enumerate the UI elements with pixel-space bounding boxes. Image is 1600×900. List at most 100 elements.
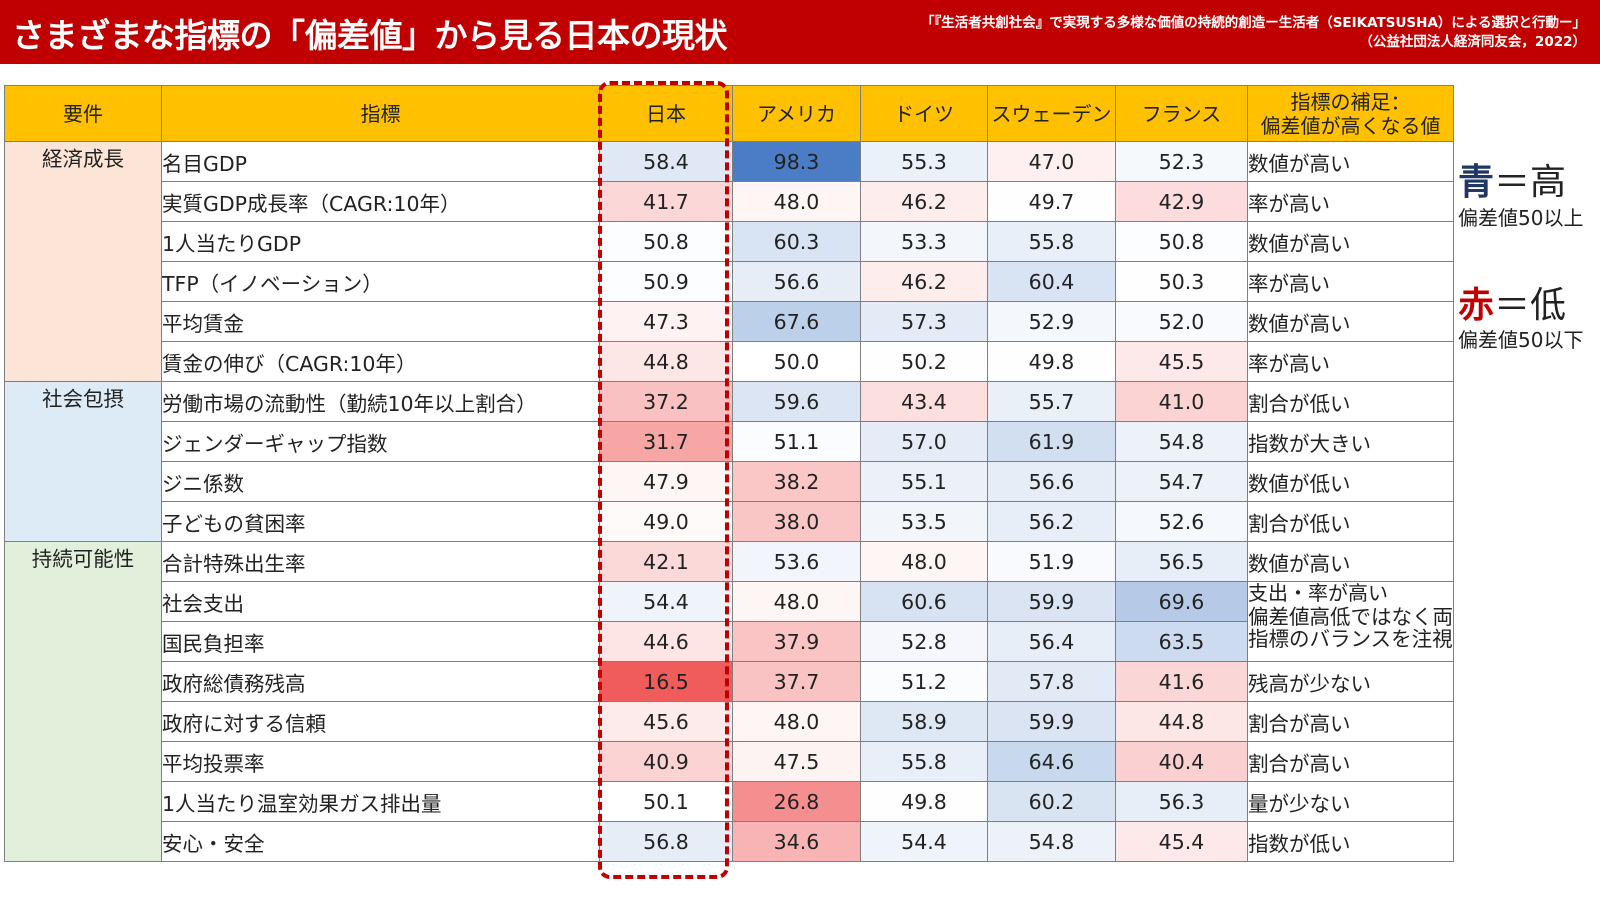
header-indicator: 指標 [161, 85, 600, 142]
indicator-cell: TFP（イノベーション） [161, 261, 600, 302]
indicator-cell: 実質GDP成長率（CAGR:10年） [161, 181, 600, 222]
value-cell-sweden: 54.8 [987, 821, 1116, 862]
value-cell-france: 50.8 [1115, 221, 1248, 262]
header-france: フランス [1115, 85, 1248, 142]
value-cell-germany: 46.2 [860, 181, 988, 222]
header-note-line1: 指標の補足： [1290, 89, 1411, 114]
merged-note-line2: 偏差値高低ではなく両 [1248, 605, 1453, 629]
value-cell-sweden: 59.9 [987, 701, 1116, 742]
header-japan: 日本 [599, 85, 733, 142]
table-row: 国民負担率 44.6 37.9 52.8 56.4 63.5 [5, 621, 1454, 662]
value-cell-germany: 51.2 [860, 661, 988, 702]
value-cell-france: 52.3 [1115, 141, 1248, 182]
value-cell-germany: 49.8 [860, 781, 988, 822]
header-germany: ドイツ [860, 85, 988, 142]
value-cell-france: 63.5 [1115, 621, 1248, 662]
table-row: ジェンダーギャップ指数 31.7 51.1 57.0 61.9 54.8 指数が大きい [5, 421, 1454, 462]
value-cell-usa: 48.0 [732, 181, 861, 222]
value-cell-france: 69.6 [1115, 581, 1248, 622]
value-cell-germany: 55.1 [860, 461, 988, 502]
value-cell-sweden: 55.8 [987, 221, 1116, 262]
table-row: 持続可能性 合計特殊出生率 42.1 53.6 48.0 51.9 56.5 数値が高い [4, 541, 1454, 862]
table-body: 経済成長 名目GDP 58.4 98.3 55.3 47.0 52.3 数値が高い 実質GDP成… [4, 141, 1454, 862]
indicator-cell: 1人当たりGDP [161, 221, 600, 262]
legend-blue: 青＝高 [1458, 153, 1566, 205]
value-cell-france: 41.0 [1115, 381, 1248, 422]
source-citation: 「『生活者共創社会』で実現する多様な価値の持続的創造ー生活者（SEIKATSUS… [766, 14, 1586, 52]
requirement-cell: 持続可能性 [4, 541, 162, 862]
value-cell-germany: 53.3 [860, 221, 988, 262]
table-row: 賃金の伸び（CAGR:10年） 44.8 50.0 50.2 49.8 45.5 率が高い [5, 341, 1454, 382]
value-cell-sweden: 60.4 [987, 261, 1116, 302]
deviation-table: 要件 指標 日本 アメリカ ドイツ スウェーデン フランス 指標の補足： 偏差値… [4, 85, 1454, 862]
value-cell-sweden: 49.7 [987, 181, 1116, 222]
value-cell-japan: 37.2 [599, 381, 733, 422]
value-cell-japan: 16.5 [599, 661, 733, 702]
value-cell-usa: 56.6 [732, 261, 861, 302]
value-cell-usa: 60.3 [732, 221, 861, 262]
title-banner [0, 0, 1600, 64]
value-cell-germany: 50.2 [860, 341, 988, 382]
value-cell-japan: 40.9 [599, 741, 733, 782]
value-cell-sweden: 59.9 [987, 581, 1116, 622]
table-row: TFP（イノベーション） 50.9 56.6 46.2 60.4 50.3 率が高い [5, 261, 1454, 302]
indicator-cell: 名目GDP [161, 141, 600, 182]
value-cell-germany: 52.8 [860, 621, 988, 662]
note-cell: 割合が低い [1247, 381, 1454, 422]
value-cell-japan: 49.0 [599, 501, 733, 542]
value-cell-usa: 26.8 [732, 781, 861, 822]
value-cell-germany: 46.2 [860, 261, 988, 302]
table-row: 社会支出 54.4 48.0 60.6 59.9 69.6 支出・率が高い 偏差値高低ではなく… [5, 581, 1454, 662]
value-cell-sweden: 60.2 [987, 781, 1116, 822]
note-cell: 量が少ない [1247, 781, 1454, 822]
note-cell: 数値が低い [1247, 461, 1454, 502]
value-cell-sweden: 51.9 [987, 541, 1116, 582]
value-cell-usa: 50.0 [732, 341, 861, 382]
header-note-line2: 偏差値が高くなる値 [1260, 113, 1441, 138]
note-cell: 率が高い [1247, 261, 1454, 302]
value-cell-usa: 47.5 [732, 741, 861, 782]
value-cell-germany: 55.3 [860, 141, 988, 182]
value-cell-japan: 50.1 [599, 781, 733, 822]
indicator-cell: 労働市場の流動性（勤続10年以上割合） [161, 381, 600, 422]
header-row: 要件 指標 日本 アメリカ ドイツ スウェーデン フランス 指標の補足： 偏差値… [4, 85, 1454, 142]
value-cell-japan: 47.9 [599, 461, 733, 502]
header-usa: アメリカ [732, 85, 861, 142]
value-cell-japan: 31.7 [599, 421, 733, 462]
value-cell-france: 50.3 [1115, 261, 1248, 302]
legend-blue-suffix: ＝高 [1494, 162, 1567, 203]
value-cell-japan: 58.4 [599, 141, 733, 182]
value-cell-japan: 44.8 [599, 341, 733, 382]
value-cell-sweden: 47.0 [987, 141, 1116, 182]
indicator-cell: ジェンダーギャップ指数 [161, 421, 600, 462]
value-cell-france: 41.6 [1115, 661, 1248, 702]
value-cell-sweden: 56.2 [987, 501, 1116, 542]
note-cell: 数値が高い [1247, 541, 1454, 582]
value-cell-france: 44.8 [1115, 701, 1248, 742]
indicator-cell: 1人当たり温室効果ガス排出量 [161, 781, 600, 822]
indicator-cell: 子どもの貧困率 [161, 501, 600, 542]
source-line-1: 「『生活者共創社会』で実現する多様な価値の持続的創造ー生活者（SEIKATSUS… [920, 15, 1586, 31]
legend-red-desc: 偏差値50以下 [1458, 328, 1584, 352]
legend-red: 赤＝低 [1458, 276, 1566, 328]
table-row: ジニ係数 47.9 38.2 55.1 56.6 54.7 数値が低い [5, 461, 1454, 502]
value-cell-usa: 48.0 [732, 581, 861, 622]
value-cell-usa: 98.3 [732, 141, 861, 182]
value-cell-france: 54.8 [1115, 421, 1248, 462]
indicator-cell: 平均賃金 [161, 301, 600, 342]
value-cell-usa: 51.1 [732, 421, 861, 462]
table-row: 安心・安全 56.8 34.6 54.4 54.8 45.4 指数が低い [5, 821, 1454, 862]
note-cell: 数値が高い [1247, 141, 1454, 182]
value-cell-japan: 41.7 [599, 181, 733, 222]
value-cell-sweden: 49.8 [987, 341, 1116, 382]
value-cell-japan: 50.9 [599, 261, 733, 302]
requirement-cell: 経済成長 [4, 141, 162, 382]
note-cell: 割合が低い [1247, 501, 1454, 542]
legend-blue-label: 青 [1458, 162, 1495, 203]
table-row: 社会包摂 労働市場の流動性（勤続10年以上割合） 37.2 59.6 43.4 55.7 4… [4, 381, 1454, 542]
value-cell-japan: 54.4 [599, 581, 733, 622]
requirement-cell: 社会包摂 [4, 381, 162, 542]
source-line-2: （公益社団法人経済同友会，2022） [1359, 34, 1586, 50]
value-cell-japan: 47.3 [599, 301, 733, 342]
value-cell-usa: 53.6 [732, 541, 861, 582]
